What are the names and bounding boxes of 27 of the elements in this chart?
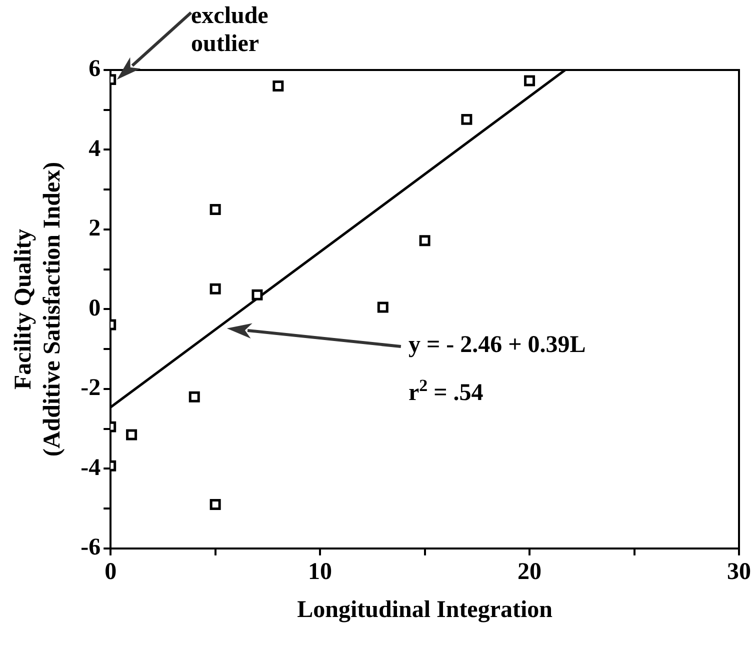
point xyxy=(272,80,284,92)
y-tick-label: 6 xyxy=(88,56,101,82)
point xyxy=(461,114,472,125)
y-tick-label: -6 xyxy=(80,534,101,561)
y-tick-label: -2 xyxy=(80,375,101,402)
point xyxy=(210,283,221,294)
annotation: r$^{2}$ = .54 xyxy=(408,376,484,407)
annotation: y = - 2.46 + 0.39L xyxy=(408,330,586,359)
x-tick-label: 20 xyxy=(518,559,542,586)
y-axis-title: Facility Quality (Additive Satisfaction Index) xyxy=(10,162,66,457)
y-tick-label: -4 xyxy=(80,454,101,481)
x-tick-label: 30 xyxy=(727,559,751,586)
x-axis-title: Longitudinal Integration xyxy=(297,596,552,623)
point xyxy=(210,204,221,216)
point xyxy=(126,429,138,440)
point xyxy=(524,75,536,86)
y-tick-label: 4 xyxy=(88,136,101,162)
point xyxy=(188,391,200,402)
x-tick-label: 0 xyxy=(104,559,117,586)
y-tick-label: 2 xyxy=(88,216,101,242)
text: exclude outlier xyxy=(191,2,270,58)
point xyxy=(210,499,221,510)
x-tick-label: 10 xyxy=(308,559,332,586)
point xyxy=(377,302,388,313)
y-tick-label: 0 xyxy=(88,295,101,322)
point xyxy=(252,289,263,300)
point xyxy=(419,235,430,246)
